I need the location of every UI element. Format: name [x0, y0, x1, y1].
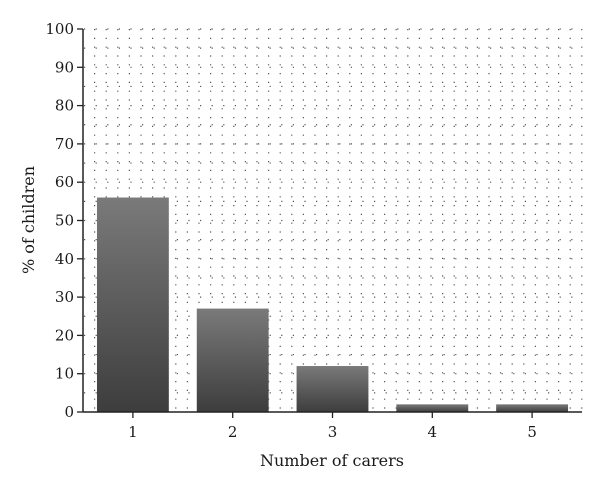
y-axis-title: % of children [19, 166, 38, 274]
x-tick-label: 1 [128, 423, 138, 441]
x-axis-title: Number of carers [260, 451, 404, 470]
bar-2 [196, 308, 269, 412]
x-tick-label: 3 [328, 423, 338, 441]
x-tick-label: 2 [228, 423, 238, 441]
y-tick-label: 50 [55, 212, 74, 230]
y-tick-label: 30 [55, 288, 74, 306]
x-tick-labels: 1 2 3 4 5 [128, 423, 537, 441]
bar-5 [496, 404, 569, 412]
y-tick-label: 20 [55, 326, 74, 344]
y-tick-label: 60 [55, 173, 74, 191]
y-tick-label: 80 [55, 97, 74, 115]
axes [77, 28, 582, 418]
y-tick-labels: 0 10 20 30 40 50 60 70 80 90 100 [45, 20, 74, 421]
x-tick-label: 5 [527, 423, 537, 441]
y-tick-label: 10 [55, 365, 74, 383]
y-tick-label: 100 [45, 20, 74, 38]
bar-4 [396, 404, 469, 412]
y-tick-label: 90 [55, 58, 74, 76]
bars [96, 197, 569, 412]
bar-1 [96, 197, 169, 412]
y-tick-label: 70 [55, 135, 74, 153]
y-tick-label: 40 [55, 250, 74, 268]
bar-3 [296, 366, 369, 412]
y-tick-label: 0 [64, 403, 74, 421]
x-tick-label: 4 [428, 423, 438, 441]
